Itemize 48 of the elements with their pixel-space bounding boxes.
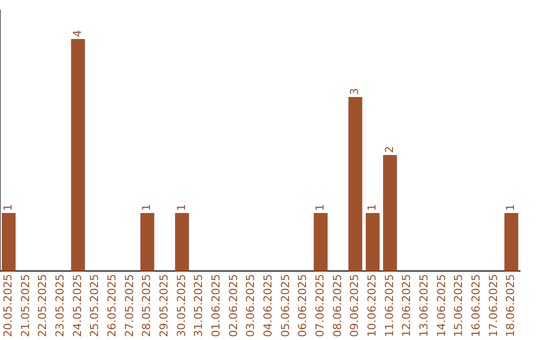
bar bbox=[314, 213, 328, 272]
x-tick-label: 26.05.2025 bbox=[106, 274, 119, 338]
x-tick-label: 22.05.2025 bbox=[36, 274, 50, 338]
x-tick-label: 25.05.2025 bbox=[88, 274, 102, 338]
bar bbox=[366, 213, 380, 272]
x-tick-label: 05.06.2025 bbox=[278, 274, 292, 338]
x-tick-label: 07.06.2025 bbox=[314, 274, 327, 338]
x-tick-label: 13.06.2025 bbox=[418, 274, 431, 338]
x-tick-label: 18.06.2025 bbox=[504, 274, 518, 338]
data-label: 1 bbox=[174, 204, 188, 212]
bar bbox=[140, 213, 154, 272]
x-tick-label: 23.05.2025 bbox=[54, 274, 67, 338]
data-label: 1 bbox=[140, 204, 154, 212]
x-tick-label: 15.06.2025 bbox=[452, 274, 466, 338]
data-label: 1 bbox=[314, 204, 327, 212]
x-tick-label: 03.06.2025 bbox=[244, 274, 258, 338]
data-label: 1 bbox=[2, 204, 15, 212]
bar bbox=[71, 39, 85, 272]
x-tick-label: 17.06.2025 bbox=[486, 274, 500, 338]
x-tick-label: 20.05.2025 bbox=[2, 274, 15, 338]
data-label: 1 bbox=[366, 204, 379, 212]
x-tick-label: 09.06.2025 bbox=[348, 274, 362, 338]
x-tick-label: 28.05.2025 bbox=[140, 274, 154, 338]
x-tick-label: 30.05.2025 bbox=[174, 274, 188, 338]
x-tick-label: 27.05.2025 bbox=[122, 274, 136, 338]
x-tick-label: 29.05.2025 bbox=[158, 274, 171, 338]
bar bbox=[2, 213, 16, 272]
data-label: 4 bbox=[70, 30, 84, 37]
x-tick-label: 31.05.2025 bbox=[192, 274, 206, 338]
x-tick-label: 06.06.2025 bbox=[296, 274, 310, 338]
x-tick-label: 24.05.2025 bbox=[70, 274, 84, 338]
x-tick-label: 16.06.2025 bbox=[470, 274, 483, 338]
bar bbox=[348, 97, 362, 272]
x-tick-label: 21.05.2025 bbox=[18, 274, 32, 338]
x-tick-label: 12.06.2025 bbox=[400, 274, 414, 338]
data-label: 3 bbox=[348, 88, 362, 96]
data-label: 1 bbox=[504, 204, 518, 212]
data-label: 2 bbox=[382, 146, 396, 154]
x-tick-label: 04.06.2025 bbox=[262, 274, 275, 338]
x-tick-label: 01.06.2025 bbox=[210, 274, 223, 338]
x-tick-label: 10.06.2025 bbox=[366, 274, 379, 338]
bar bbox=[383, 155, 397, 272]
x-tick-label: 14.06.2025 bbox=[434, 274, 448, 338]
x-tick-label: 11.06.2025 bbox=[382, 274, 396, 338]
bar bbox=[175, 213, 189, 272]
x-tick-label: 08.06.2025 bbox=[330, 274, 344, 338]
bar bbox=[504, 213, 518, 272]
x-tick-label: 02.06.2025 bbox=[226, 274, 240, 338]
